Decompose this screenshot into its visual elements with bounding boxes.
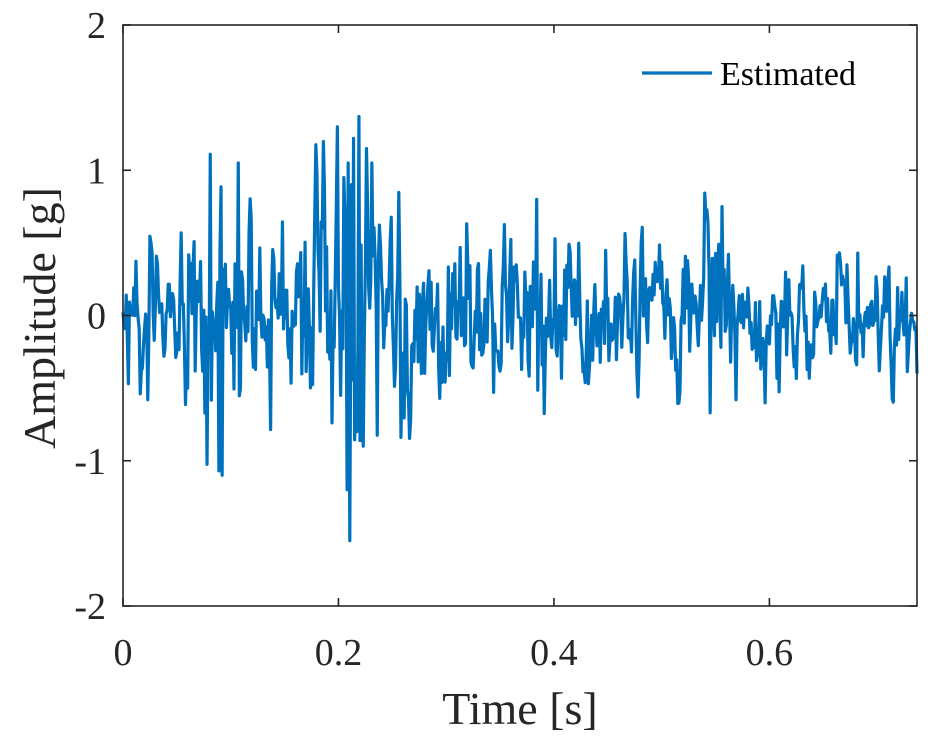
y-tick-label: -1 (74, 441, 106, 483)
series-line-estimated (121, 114, 919, 543)
y-tick-label: -2 (74, 586, 106, 628)
x-axis-label: Time [s] (442, 683, 598, 734)
y-tick-label: 0 (87, 296, 106, 338)
plot-area (121, 114, 919, 543)
x-tick-label: 0.6 (746, 632, 794, 674)
axes: 0 0.2 0.4 0.6 -2 -1 0 1 2 (74, 5, 918, 674)
y-tick-label: 1 (87, 150, 106, 192)
legend: Estimated (642, 56, 856, 93)
x-tick-label: 0 (114, 632, 133, 674)
x-tick-label: 0.4 (530, 632, 578, 674)
legend-label-estimated: Estimated (720, 56, 856, 93)
x-tick-label: 0.2 (315, 632, 363, 674)
y-axis-label: Amplitude [g] (14, 187, 65, 449)
y-tick-label: 2 (87, 5, 106, 47)
